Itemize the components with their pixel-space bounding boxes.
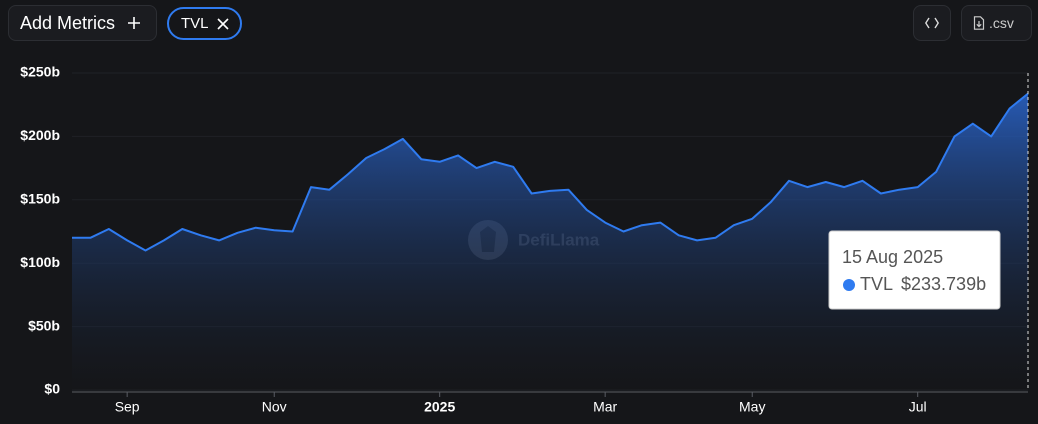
tooltip-dot xyxy=(843,279,855,291)
plus-icon xyxy=(128,17,141,29)
x-tick-label: Jul xyxy=(909,399,927,415)
download-icon xyxy=(973,16,985,30)
watermark: DefiLlama xyxy=(468,220,600,260)
x-tick-label: Nov xyxy=(262,399,287,415)
csv-label: .csv xyxy=(989,15,1014,31)
x-tick-label: Mar xyxy=(593,399,617,415)
x-tick-label: 2025 xyxy=(424,399,455,415)
tooltip-box xyxy=(828,230,1001,310)
y-tick-label: $150b xyxy=(20,191,60,207)
y-tick-label: $0 xyxy=(44,381,60,397)
embed-button[interactable] xyxy=(913,5,951,41)
x-tick-label: May xyxy=(739,399,765,415)
code-icon xyxy=(925,17,939,29)
add-metrics-label: Add Metrics xyxy=(20,12,116,33)
y-tick-label: $100b xyxy=(20,254,60,270)
y-tick-label: $200b xyxy=(20,127,60,143)
watermark-text: DefiLlama xyxy=(518,230,600,249)
close-icon xyxy=(216,17,229,30)
tvl-chip-label: TVL xyxy=(181,15,209,32)
tooltip-date: 15 Aug 2025 xyxy=(842,247,943,267)
csv-button[interactable]: .csv xyxy=(961,5,1032,41)
x-tick-label: Sep xyxy=(115,399,140,415)
y-tick-label: $50b xyxy=(28,317,60,333)
tooltip: 15 Aug 2025 TVL $233.739b xyxy=(828,230,1001,310)
area xyxy=(72,93,1028,390)
tooltip-value: $233.739b xyxy=(901,274,986,294)
line xyxy=(72,92,1029,252)
add-metrics-button[interactable]: Add Metrics xyxy=(8,5,157,41)
tooltip-name: TVL xyxy=(860,274,893,294)
y-tick-label: $250b xyxy=(20,64,60,80)
tvl-chip[interactable]: TVL xyxy=(167,7,242,40)
